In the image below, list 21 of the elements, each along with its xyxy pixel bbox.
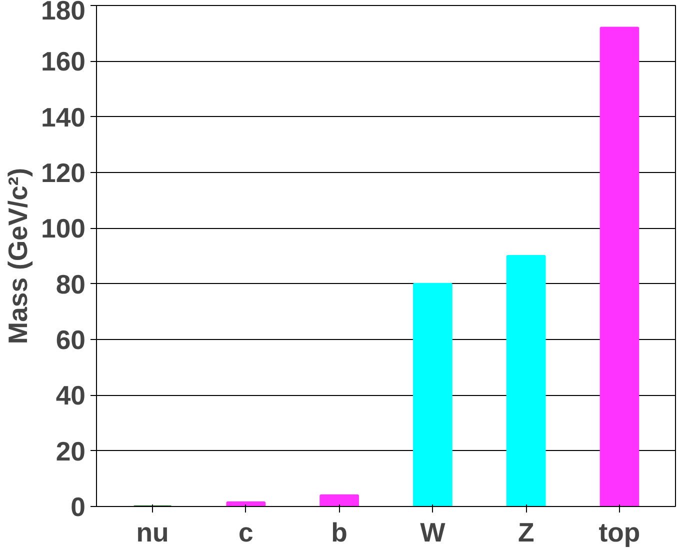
y-tick-label: 40 bbox=[56, 380, 86, 411]
y-tick-label: 80 bbox=[56, 269, 86, 300]
x-tick-label: Z bbox=[518, 518, 534, 548]
bar bbox=[600, 26, 640, 506]
y-tick-label: 0 bbox=[70, 492, 86, 522]
y-tick-label: 120 bbox=[41, 158, 86, 188]
x-tick-label: b bbox=[331, 518, 348, 548]
y-tick-label: 100 bbox=[41, 214, 86, 244]
y-tick-label: 140 bbox=[41, 102, 86, 132]
y-tick-label: 60 bbox=[56, 325, 86, 355]
x-tick-label: c bbox=[238, 518, 254, 548]
y-axis-title: Mass (GeV/c²) bbox=[3, 168, 34, 344]
bar bbox=[413, 282, 452, 506]
y-tick-label: 160 bbox=[41, 46, 86, 77]
x-tick-label: top bbox=[598, 518, 640, 548]
y-tick-label: 180 bbox=[41, 0, 86, 26]
y-tick-label: 20 bbox=[56, 436, 86, 466]
bar bbox=[320, 494, 359, 506]
x-tick-label: W bbox=[420, 518, 446, 548]
bar bbox=[506, 255, 546, 506]
x-tick-label: nu bbox=[136, 518, 169, 548]
